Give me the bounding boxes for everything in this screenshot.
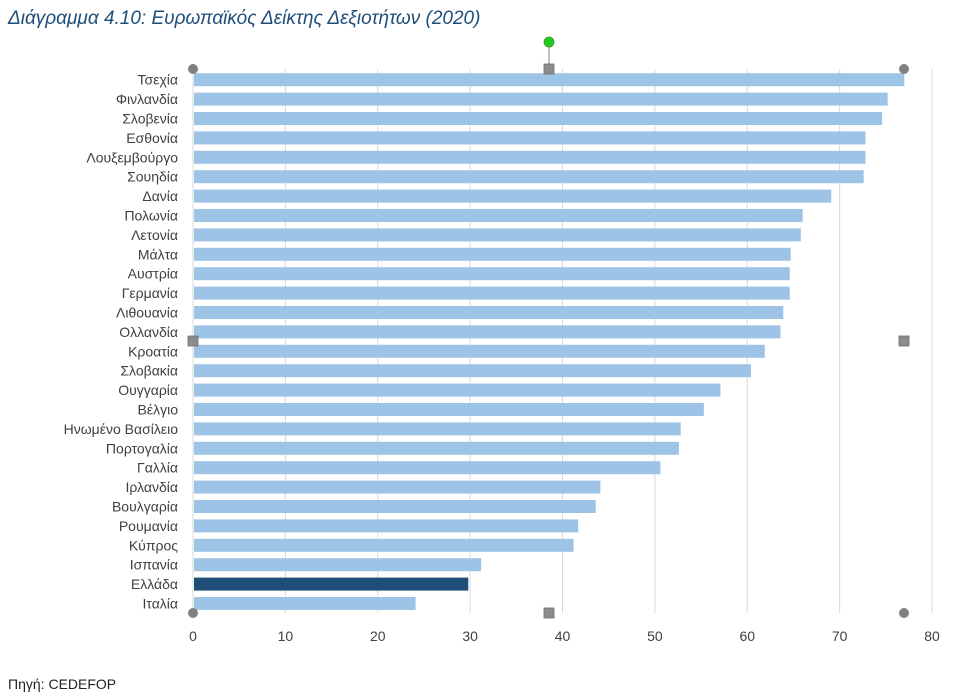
bar-2 bbox=[194, 112, 883, 125]
category-label: Σουηδία bbox=[127, 169, 178, 185]
corner-resize-handle[interactable] bbox=[188, 608, 198, 618]
bar-15 bbox=[194, 364, 751, 378]
side-resize-handle[interactable] bbox=[543, 63, 555, 75]
category-label: Μάλτα bbox=[138, 246, 178, 262]
bar-13 bbox=[194, 325, 781, 339]
x-tick-label: 50 bbox=[647, 628, 663, 644]
bar-4 bbox=[194, 150, 866, 164]
category-label: Γαλλία bbox=[137, 460, 178, 476]
side-resize-handle[interactable] bbox=[898, 335, 910, 347]
category-label: Ολλανδία bbox=[119, 324, 178, 340]
x-tick-label: 20 bbox=[370, 628, 386, 644]
bar-9 bbox=[194, 247, 791, 261]
bar-16 bbox=[194, 383, 721, 397]
x-tick-label: 0 bbox=[189, 628, 197, 644]
corner-resize-handle[interactable] bbox=[899, 608, 909, 618]
category-label: Ιρλανδία bbox=[126, 479, 178, 495]
chart-title: Διάγραμμα 4.10: Ευρωπαϊκός Δείκτης Δεξιο… bbox=[8, 8, 481, 29]
category-label: Ηνωμένο Βασίλειο bbox=[64, 421, 179, 437]
category-label: Ουγγαρία bbox=[118, 382, 178, 398]
category-labels: Τσεχία Φινλανδία Σλοβενία Εσθονία Λουξεμβούρ… bbox=[64, 72, 179, 612]
side-resize-handle[interactable] bbox=[187, 335, 199, 347]
category-label: Λουξεμβούργο bbox=[86, 149, 178, 165]
category-label: Σλοβενία bbox=[122, 111, 178, 127]
corner-resize-handle[interactable] bbox=[188, 64, 198, 74]
category-label: Πορτογαλία bbox=[106, 440, 178, 456]
rotate-handle[interactable] bbox=[543, 36, 555, 48]
bar-3 bbox=[194, 131, 866, 145]
category-label: Κροατία bbox=[128, 343, 178, 359]
x-tick-label: 80 bbox=[924, 628, 940, 644]
bar-23 bbox=[194, 519, 579, 533]
bar-17 bbox=[194, 403, 704, 416]
bar-27 bbox=[194, 597, 416, 610]
bar-8 bbox=[194, 228, 801, 242]
category-label: Τσεχία bbox=[138, 72, 178, 88]
bar-12 bbox=[194, 306, 784, 319]
category-label: Εσθονία bbox=[126, 130, 178, 146]
category-label: Κύπρος bbox=[129, 537, 178, 553]
bar-6 bbox=[194, 189, 832, 203]
category-label: Φινλανδία bbox=[116, 91, 178, 107]
bar-22 bbox=[194, 500, 596, 513]
category-label: Ισπανία bbox=[130, 557, 178, 573]
x-tick-label: 30 bbox=[462, 628, 478, 644]
category-label: Βέλγιο bbox=[138, 402, 179, 418]
category-label: Ελλάδα bbox=[131, 576, 178, 592]
category-label: Σλοβακία bbox=[120, 363, 178, 379]
bar-24 bbox=[194, 538, 574, 552]
x-tick-label: 40 bbox=[555, 628, 571, 644]
x-tick-label: 10 bbox=[278, 628, 294, 644]
bar-26 bbox=[194, 577, 469, 591]
x-axis-ticks: 0 10 20 30 40 50 60 70 80 bbox=[189, 628, 940, 644]
selection-handles[interactable] bbox=[187, 36, 910, 619]
category-label: Γερμανία bbox=[122, 285, 178, 301]
category-label: Δανία bbox=[142, 188, 178, 204]
bar-10 bbox=[194, 267, 790, 281]
bar-11 bbox=[194, 286, 790, 300]
category-label: Αυστρία bbox=[128, 266, 178, 282]
bar-7 bbox=[194, 209, 803, 222]
bar-18 bbox=[194, 422, 681, 436]
bar-14 bbox=[194, 344, 765, 358]
bar-25 bbox=[194, 558, 482, 572]
bar-0 bbox=[194, 73, 905, 87]
bar-20 bbox=[194, 461, 661, 475]
bars bbox=[194, 73, 905, 610]
bar-21 bbox=[194, 480, 601, 494]
x-tick-label: 70 bbox=[832, 628, 848, 644]
category-label: Ιταλία bbox=[142, 596, 178, 612]
x-tick-label: 60 bbox=[739, 628, 755, 644]
category-label: Ρουμανία bbox=[119, 518, 178, 534]
corner-resize-handle[interactable] bbox=[899, 64, 909, 74]
side-resize-handle[interactable] bbox=[543, 607, 555, 619]
category-label: Πολωνία bbox=[124, 208, 178, 224]
category-label: Βουλγαρία bbox=[112, 499, 178, 515]
category-label: Λετονία bbox=[131, 227, 178, 243]
category-label: Λιθουανία bbox=[116, 305, 178, 321]
bar-5 bbox=[194, 170, 864, 184]
bar-1 bbox=[194, 92, 888, 106]
bar-19 bbox=[194, 441, 679, 455]
source-note: Πηγή: CEDEFOP bbox=[8, 676, 117, 692]
